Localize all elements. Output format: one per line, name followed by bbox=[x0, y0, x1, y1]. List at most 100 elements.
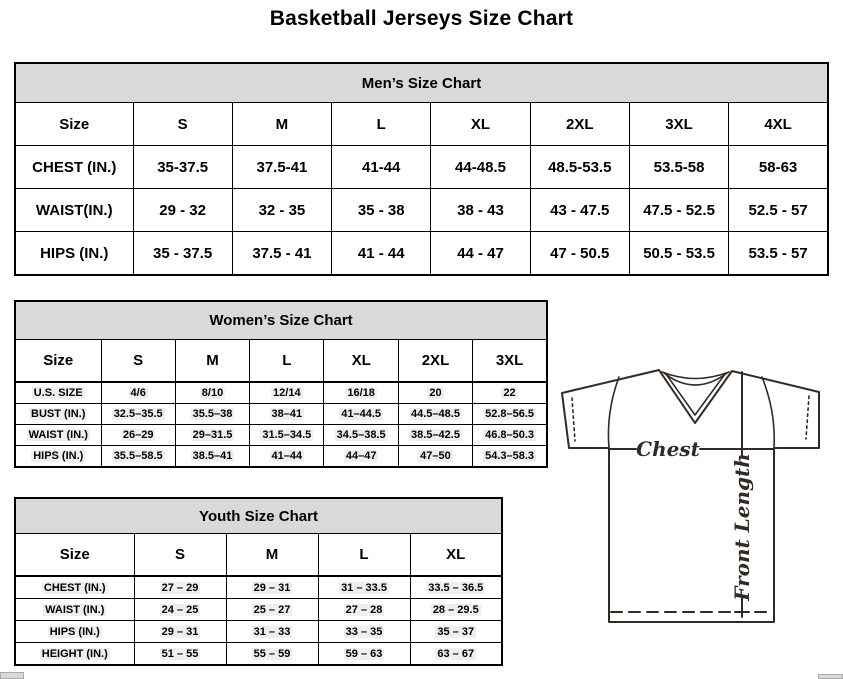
collar-rib-inner bbox=[663, 372, 728, 386]
size-cell: 52.8–56.5 bbox=[472, 403, 548, 425]
row-label-text: HEIGHT (IN.) bbox=[39, 647, 110, 660]
cell-value: 38–41 bbox=[269, 408, 305, 420]
row-label: WAIST (IN.) bbox=[14, 424, 102, 446]
row-label: U.S. SIZE bbox=[14, 381, 102, 404]
col-header: XL bbox=[323, 339, 399, 383]
size-cell: 44 - 47 bbox=[430, 231, 531, 276]
youth-table-title: Youth Size Chart bbox=[14, 497, 503, 534]
cell-value: 25 – 27 bbox=[251, 603, 293, 616]
cell-value: 63 – 67 bbox=[435, 647, 477, 660]
scrollbar-fragment-left[interactable] bbox=[0, 672, 24, 679]
cell-value: 35 – 37 bbox=[435, 625, 477, 638]
cell-value: 59 – 63 bbox=[343, 647, 385, 660]
cell-value: 34.5–38.5 bbox=[334, 429, 388, 441]
size-cell: 46.8–50.3 bbox=[472, 424, 548, 446]
front-length-measure-line bbox=[734, 371, 750, 618]
chest-label: Chest bbox=[636, 437, 700, 461]
cell-value: 22 bbox=[501, 387, 518, 399]
cell-value: 33 – 35 bbox=[343, 625, 385, 638]
col-header: M bbox=[225, 533, 319, 577]
size-cell: 35.5–38 bbox=[174, 403, 251, 425]
col-header: M bbox=[174, 339, 251, 383]
row-label-text: HIPS (IN.) bbox=[31, 450, 86, 462]
cell-value: 41–44 bbox=[269, 450, 305, 462]
row-label: CHEST (IN.) bbox=[14, 575, 135, 599]
cell-value: 55 – 59 bbox=[251, 647, 293, 660]
size-cell: 41–44.5 bbox=[323, 403, 399, 425]
col-header: XL bbox=[409, 533, 503, 577]
size-cell: 31 – 33.5 bbox=[317, 575, 411, 599]
womens-size-table: Women’s Size Chart Size S M L XL 2XL 3XL… bbox=[14, 300, 548, 468]
cell-value: 44–47 bbox=[343, 450, 379, 462]
size-cell: 52.5 - 57 bbox=[728, 188, 829, 232]
row-label-text: U.S. SIZE bbox=[31, 387, 85, 399]
cell-value: 33.5 – 36.5 bbox=[426, 581, 486, 594]
col-header: 3XL bbox=[472, 339, 548, 383]
cell-value: 52.8–56.5 bbox=[483, 408, 537, 420]
size-cell: 20 bbox=[397, 381, 474, 404]
cell-value: 31.5–34.5 bbox=[260, 429, 314, 441]
cell-value: 29 – 31 bbox=[159, 625, 201, 638]
size-cell: 29 – 31 bbox=[225, 575, 319, 599]
youth-size-table: Youth Size Chart Size S M L XL CHEST (IN… bbox=[14, 497, 503, 666]
size-cell: 35-37.5 bbox=[132, 145, 233, 189]
size-cell: 55 – 59 bbox=[225, 642, 319, 666]
row-label: CHEST (IN.) bbox=[14, 145, 134, 189]
cell-value: 54.3–58.3 bbox=[483, 450, 537, 462]
cell-value: 38.5–42.5 bbox=[409, 429, 462, 441]
size-cell: 16/18 bbox=[323, 381, 399, 404]
size-cell: 63 – 67 bbox=[409, 642, 503, 666]
size-cell: 51 – 55 bbox=[133, 642, 227, 666]
size-cell: 33 – 35 bbox=[317, 620, 411, 643]
row-label: HIPS (IN.) bbox=[14, 231, 134, 276]
size-cell: 35 – 37 bbox=[409, 620, 503, 643]
size-cell: 38–41 bbox=[249, 403, 325, 425]
size-cell: 38.5–42.5 bbox=[397, 424, 474, 446]
col-header: L bbox=[331, 102, 432, 146]
size-cell: 48.5-53.5 bbox=[529, 145, 630, 189]
col-header: 2XL bbox=[529, 102, 630, 146]
row-label-text: BUST (IN.) bbox=[29, 408, 88, 420]
collar-inner-v bbox=[665, 373, 726, 416]
size-cell: 59 – 63 bbox=[317, 642, 411, 666]
col-header: L bbox=[249, 339, 325, 383]
col-header: M bbox=[231, 102, 333, 146]
cell-value: 28 – 29.5 bbox=[430, 603, 481, 616]
size-cell: 41-44 bbox=[331, 145, 432, 189]
size-cell: 38.5–41 bbox=[174, 445, 251, 468]
col-header: S bbox=[132, 102, 233, 146]
size-cell: 35.5–58.5 bbox=[100, 445, 176, 468]
col-header: 3XL bbox=[628, 102, 730, 146]
size-cell: 22 bbox=[472, 381, 548, 404]
col-header: S bbox=[100, 339, 176, 383]
size-cell: 31.5–34.5 bbox=[249, 424, 325, 446]
size-cell: 33.5 – 36.5 bbox=[409, 575, 503, 599]
size-cell: 31 – 33 bbox=[225, 620, 319, 643]
size-cell: 29 – 31 bbox=[133, 620, 227, 643]
size-cell: 32 - 35 bbox=[231, 188, 333, 232]
collar-rib-outer bbox=[661, 371, 730, 380]
size-cell: 27 – 28 bbox=[317, 598, 411, 621]
size-cell: 58-63 bbox=[728, 145, 829, 189]
cell-value: 32.5–35.5 bbox=[111, 408, 165, 420]
col-header: Size bbox=[14, 339, 102, 383]
size-cell: 37.5 - 41 bbox=[231, 231, 333, 276]
col-header: 2XL bbox=[397, 339, 474, 383]
cell-value: 27 – 28 bbox=[343, 603, 385, 616]
col-header: 4XL bbox=[728, 102, 829, 146]
size-cell: 37.5-41 bbox=[231, 145, 333, 189]
mens-size-table: Men’s Size Chart Size S M L XL 2XL 3XL 4… bbox=[14, 62, 829, 276]
size-cell: 26–29 bbox=[100, 424, 176, 446]
mens-table-title: Men’s Size Chart bbox=[14, 62, 829, 103]
cell-value: 16/18 bbox=[345, 387, 377, 399]
cell-value: 41–44.5 bbox=[339, 408, 384, 420]
col-header: Size bbox=[14, 533, 135, 577]
size-cell: 53.5 - 57 bbox=[728, 231, 829, 276]
cell-value: 35.5–38 bbox=[190, 408, 235, 420]
scrollbar-fragment-right[interactable] bbox=[818, 674, 843, 679]
cell-value: 35.5–58.5 bbox=[111, 450, 165, 462]
size-cell: 47 - 50.5 bbox=[529, 231, 630, 276]
front-length-label: Front Length bbox=[730, 453, 754, 602]
size-cell: 24 – 25 bbox=[133, 598, 227, 621]
size-cell: 28 – 29.5 bbox=[409, 598, 503, 621]
